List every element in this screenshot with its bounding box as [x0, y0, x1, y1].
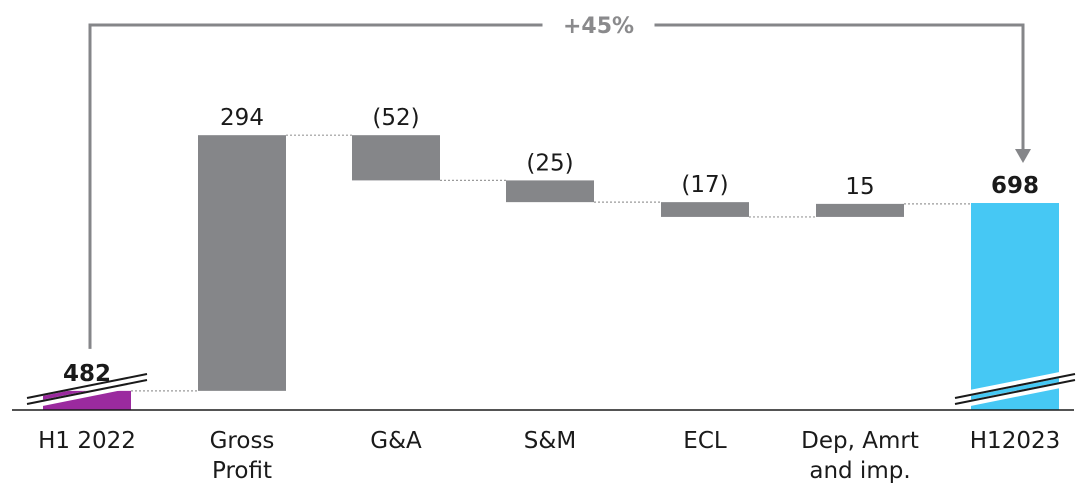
axis-break-gap-0-0: [26, 369, 148, 399]
growth-arrow-line: [88, 23, 1025, 349]
axis-break-mark-6-0: [954, 373, 1076, 399]
category-label-6-line-0: H12023: [970, 428, 1060, 454]
bar-1: [198, 135, 286, 391]
bars-layer: [43, 135, 1059, 410]
category-label-2: G&A: [370, 428, 422, 454]
connectors-layer: [131, 134, 971, 392]
bar-2: [352, 135, 440, 181]
category-label-3-line-0: S&M: [524, 428, 576, 454]
category-label-5-line-1: and imp.: [809, 458, 910, 484]
category-label-6: H12023: [970, 428, 1060, 454]
growth-annotation: +45%: [88, 14, 1031, 349]
axis-break-mark-0-0: [26, 373, 148, 399]
category-label-1-line-0: Gross: [210, 428, 275, 454]
growth-arrow-head: [1015, 149, 1031, 164]
growth-label: +45%: [563, 14, 634, 39]
bar-4: [661, 202, 749, 217]
category-label-5-line-0: Dep, Amrt: [801, 428, 919, 454]
axis-break-mark-0-1: [26, 379, 148, 405]
bar-5: [816, 203, 904, 217]
category-label-3: S&M: [524, 428, 576, 454]
category-label-5: Dep, Amrt and imp.: [801, 428, 919, 484]
axis-break-gap-0-1: [26, 379, 148, 409]
bar-3: [506, 180, 594, 203]
value-label-1: 294: [220, 105, 264, 131]
value-labels-layer: 482 294 (52) (25) (17) 15 698: [63, 105, 1039, 387]
value-label-4: (17): [681, 172, 728, 198]
category-labels-layer: H1 2022 Gross Profit G&A S&M ECL Dep, Amrt and …: [38, 428, 1060, 484]
value-label-0: 482: [63, 361, 111, 387]
axis-break-gap-6-1: [954, 379, 1076, 409]
category-label-4: ECL: [683, 428, 727, 454]
axis-break-gap-6-0: [954, 369, 1076, 399]
category-label-0-line-0: H1 2022: [38, 428, 136, 454]
value-label-3: (25): [526, 150, 573, 176]
category-label-1: Gross Profit: [210, 428, 275, 484]
value-label-5: 15: [845, 174, 874, 200]
category-label-1-line-1: Profit: [212, 458, 272, 484]
axis-break-mark-6-1: [954, 379, 1076, 405]
axis-breaks-layer: [26, 369, 1076, 409]
category-label-4-line-0: ECL: [683, 428, 727, 454]
value-label-2: (52): [372, 105, 419, 131]
category-label-0: H1 2022: [38, 428, 136, 454]
category-label-2-line-0: G&A: [370, 428, 422, 454]
value-label-6: 698: [991, 173, 1039, 199]
